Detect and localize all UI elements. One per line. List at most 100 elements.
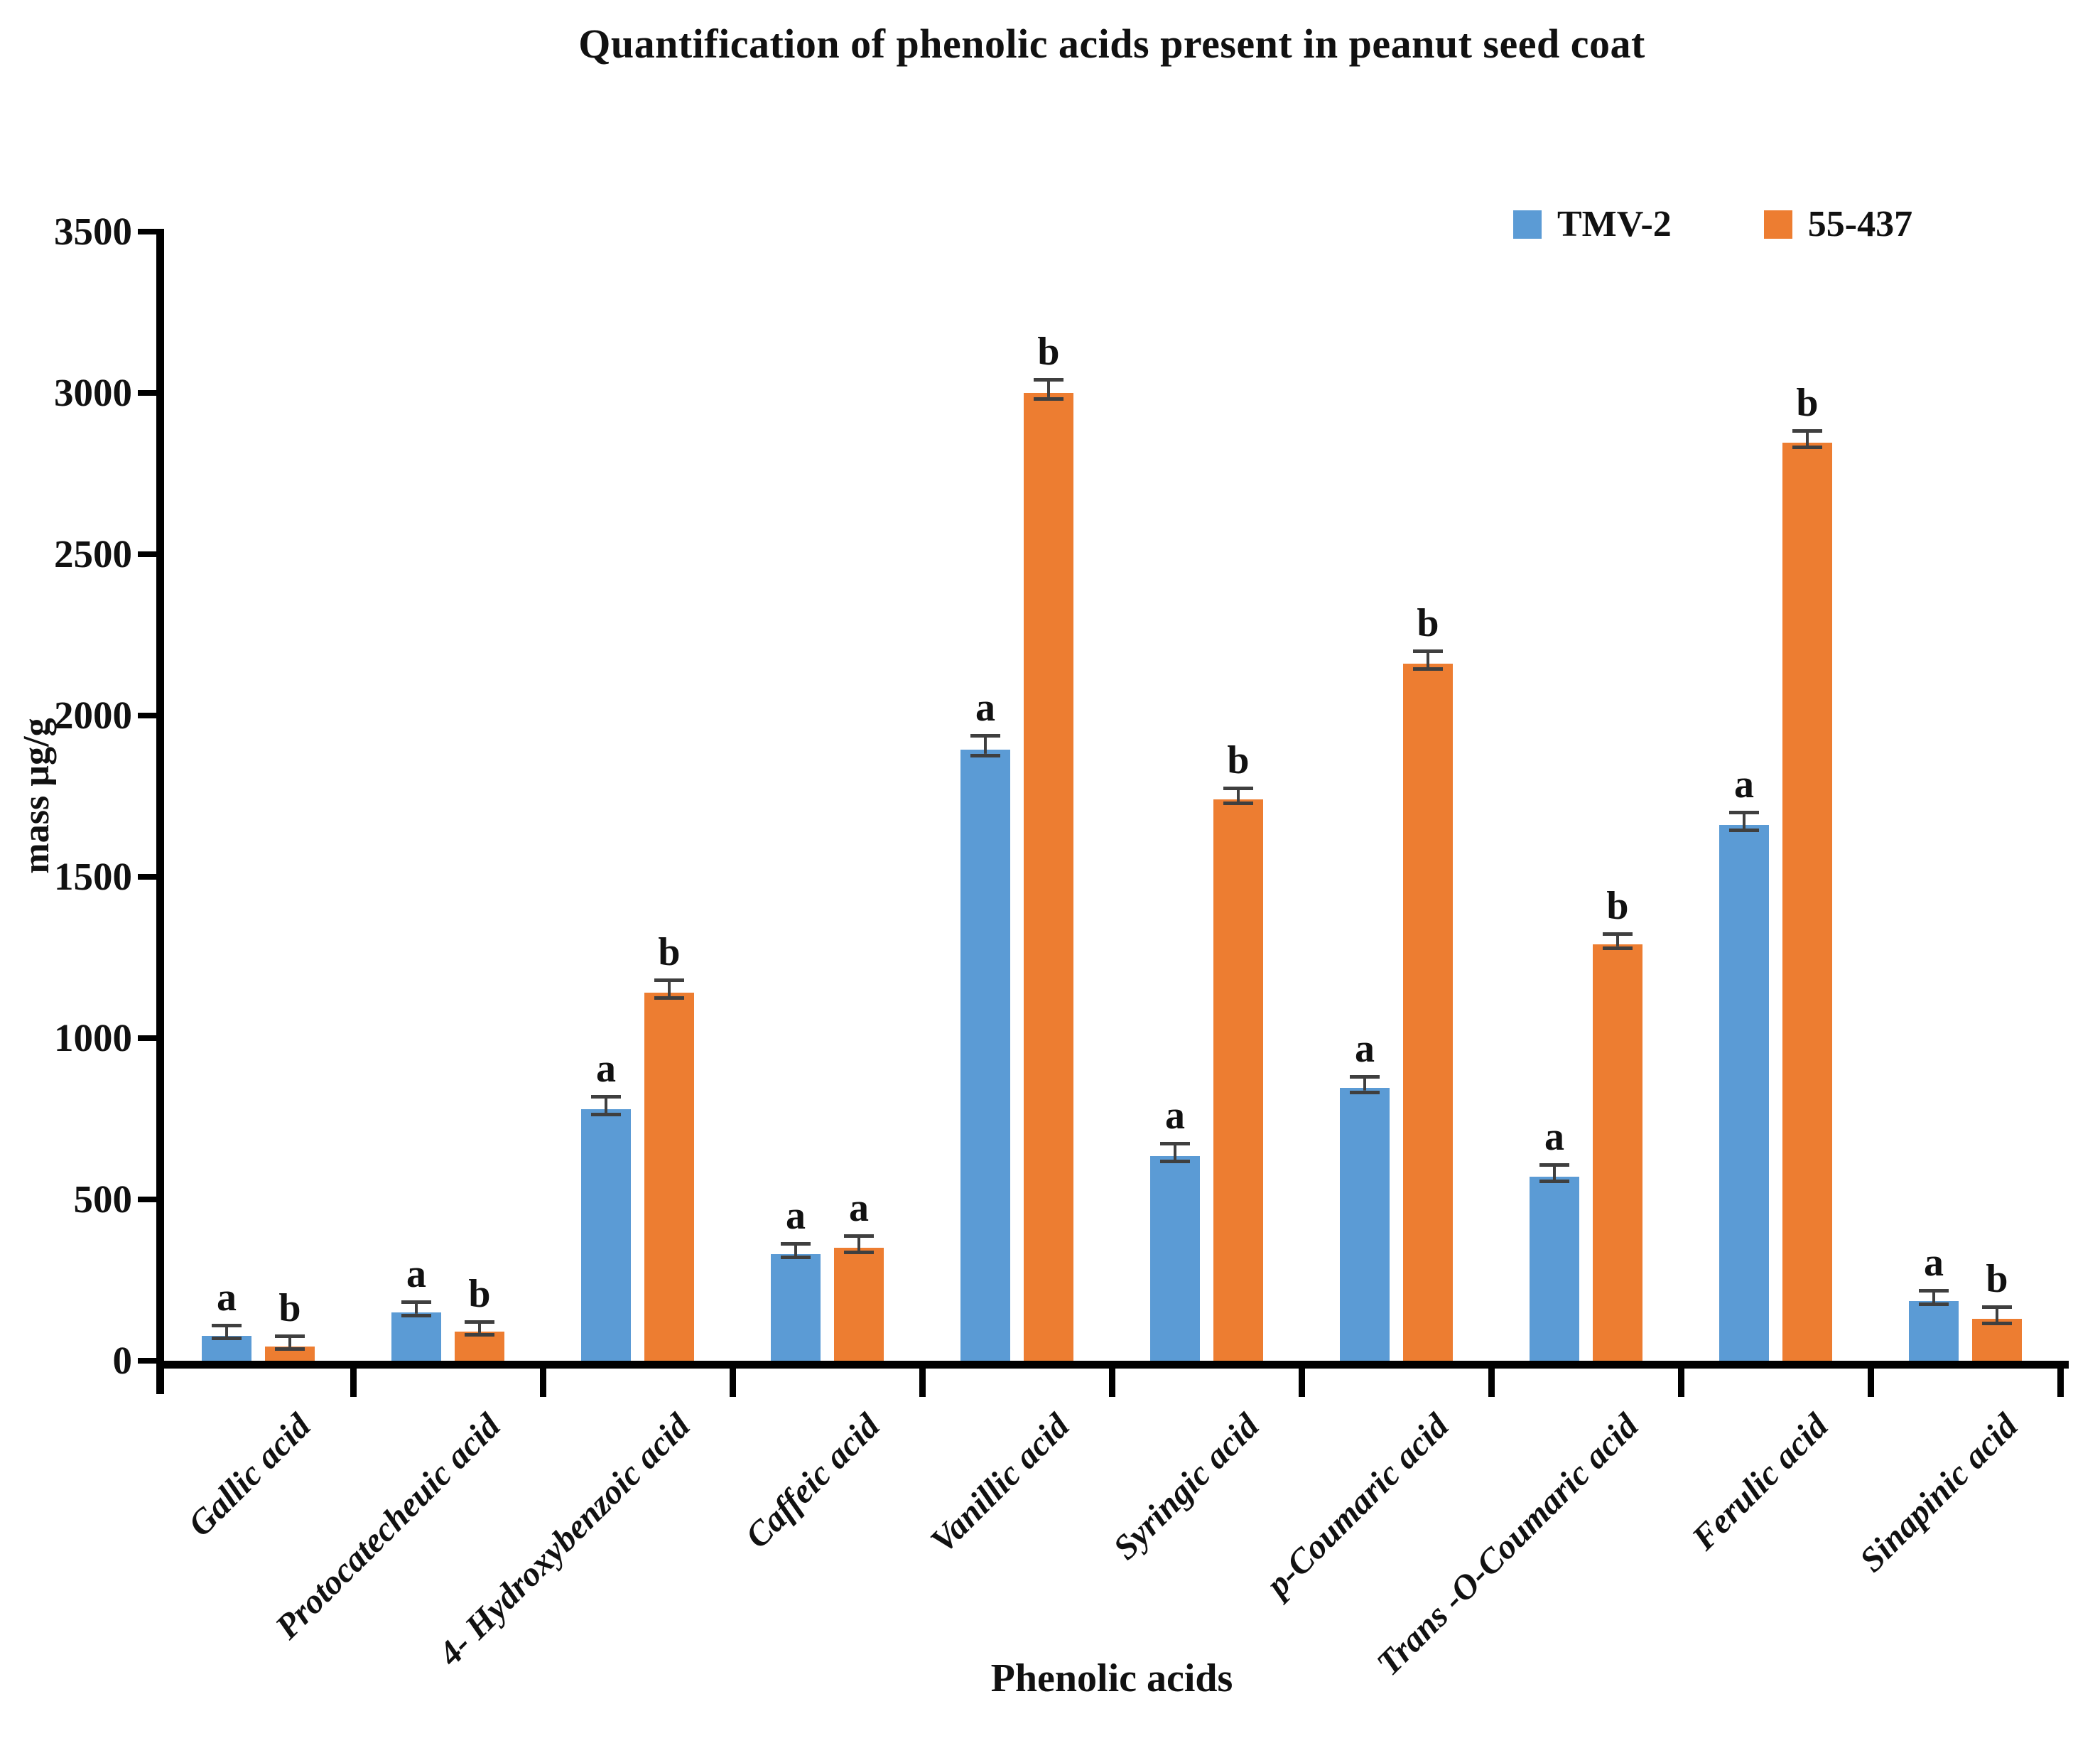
x-axis-tick — [1299, 1364, 1305, 1397]
y-axis-tick — [138, 713, 163, 718]
significance-letter: a — [406, 1252, 426, 1297]
bar-55-437 — [1972, 1318, 2022, 1361]
y-axis-tick — [138, 1358, 163, 1364]
x-axis-tick — [350, 1364, 357, 1397]
bar-55-437 — [834, 1248, 884, 1361]
error-bar — [212, 1323, 242, 1341]
y-axis-tick-label: 500 — [73, 1177, 133, 1221]
error-bar — [401, 1300, 431, 1317]
significance-letter: a — [1165, 1093, 1185, 1138]
error-bar — [1034, 378, 1063, 401]
significance-letter: b — [658, 930, 681, 975]
x-axis-tick — [540, 1364, 546, 1397]
y-axis-tick — [138, 1197, 163, 1202]
significance-letter: a — [1734, 762, 1754, 807]
x-axis-tick — [1678, 1364, 1684, 1397]
bar-55-437 — [1403, 664, 1453, 1361]
y-axis-tick — [138, 1035, 163, 1041]
bar-tmv-2 — [960, 749, 1010, 1361]
bar-55-437 — [644, 993, 694, 1361]
y-axis-tick-label: 3500 — [54, 210, 132, 253]
legend-swatch-tmv2 — [1513, 210, 1542, 239]
bar-tmv-2 — [1530, 1177, 1579, 1361]
bar-tmv-2 — [1340, 1088, 1390, 1361]
x-axis-title: Phenolic acids — [990, 1656, 1233, 1700]
significance-letter: b — [1037, 330, 1060, 374]
error-bar — [1350, 1075, 1380, 1094]
y-axis-line — [156, 229, 164, 1394]
bar-tmv-2 — [771, 1254, 821, 1361]
error-bar — [1603, 932, 1633, 950]
significance-letter: b — [1796, 381, 1819, 426]
significance-letter: b — [1606, 884, 1629, 929]
error-bar — [654, 978, 684, 1000]
x-axis-tick — [1868, 1364, 1874, 1397]
bar-tmv-2 — [391, 1312, 441, 1361]
y-axis-tick — [138, 551, 163, 557]
error-bar — [1223, 786, 1253, 806]
y-axis-tick-label: 1500 — [54, 855, 132, 898]
legend-swatch-55-437 — [1763, 210, 1792, 239]
y-axis-tick-label: 2000 — [54, 694, 132, 737]
error-bar — [1413, 649, 1443, 671]
significance-letter: b — [468, 1271, 491, 1316]
y-axis-tick-label: 1000 — [54, 1016, 132, 1059]
error-bar — [970, 734, 1000, 758]
bar-55-437 — [1024, 393, 1073, 1361]
error-bar — [1160, 1141, 1190, 1163]
x-axis-tick — [1109, 1364, 1115, 1397]
bar-tmv-2 — [1909, 1301, 1959, 1361]
error-bar — [781, 1241, 811, 1260]
bar-55-437 — [1593, 944, 1642, 1361]
significance-letter: a — [786, 1193, 806, 1238]
x-axis-tick — [1488, 1364, 1495, 1397]
significance-letter: a — [975, 686, 995, 730]
y-axis-tick-label: 3000 — [54, 371, 132, 414]
error-bar — [275, 1334, 305, 1351]
y-axis-tick — [138, 874, 163, 880]
y-axis-tick — [138, 390, 163, 396]
bar-tmv-2 — [581, 1108, 631, 1361]
x-axis-tick — [2057, 1364, 2064, 1397]
error-bar — [844, 1234, 874, 1255]
legend-label-tmv2: TMV-2 — [1557, 204, 1672, 244]
error-bar — [1539, 1163, 1569, 1184]
error-bar — [465, 1320, 494, 1337]
significance-letter: a — [596, 1046, 616, 1091]
bar-55-437 — [455, 1332, 504, 1361]
chart-title: Quantification of phenolic acids present… — [578, 21, 1645, 67]
significance-letter: a — [1355, 1027, 1375, 1072]
significance-letter: a — [849, 1186, 869, 1231]
significance-letter: a — [1544, 1115, 1564, 1160]
x-axis-tick — [919, 1364, 926, 1397]
significance-letter: a — [217, 1275, 237, 1320]
legend-label-55-437: 55-437 — [1807, 204, 1913, 244]
bar-tmv-2 — [1150, 1155, 1200, 1361]
error-bar — [1792, 429, 1822, 450]
significance-letter: b — [1417, 601, 1439, 646]
legend: TMV-2 55-437 — [1513, 203, 1912, 245]
legend-item-55-437: 55-437 — [1763, 203, 1913, 245]
y-axis-tick — [138, 229, 163, 234]
y-axis-tick-label: 2500 — [54, 532, 132, 576]
significance-letter: a — [1924, 1240, 1944, 1285]
bar-tmv-2 — [1719, 825, 1769, 1361]
x-axis-tick — [730, 1364, 736, 1397]
legend-item-tmv2: TMV-2 — [1513, 203, 1672, 245]
error-bar — [1729, 811, 1759, 833]
y-axis-tick-label: 0 — [112, 1339, 133, 1382]
error-bar — [591, 1094, 621, 1116]
significance-letter: b — [1986, 1256, 2008, 1301]
significance-letter: b — [1227, 738, 1250, 782]
error-bar — [1982, 1305, 2012, 1326]
